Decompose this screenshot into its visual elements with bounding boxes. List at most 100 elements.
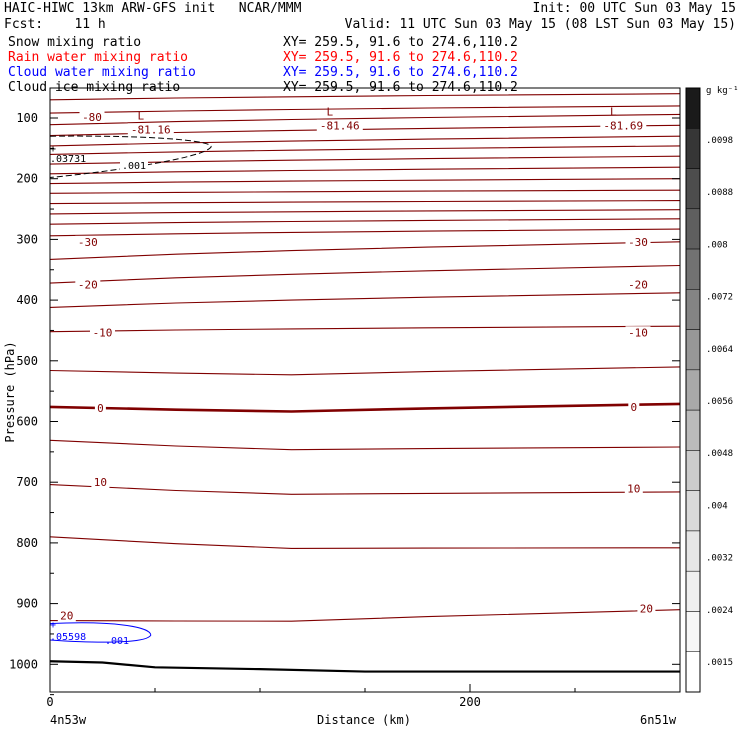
cloud-contours: .001.03731+.001.05598+ [49, 135, 212, 647]
minimum-marker: L [610, 106, 617, 119]
field-rain-name: Rain water mixing ratio [8, 50, 189, 65]
cloud-ice-contour [49, 135, 212, 178]
minimum-marker: L [326, 106, 333, 119]
header-init-time: Init: 00 UTC Sun 03 May 15 [532, 1, 737, 16]
terrain-line [49, 660, 680, 673]
isotherm-line [49, 145, 681, 155]
isotherm-label: -30 [78, 236, 98, 249]
isotherm-label: -10 [93, 326, 113, 339]
isotherm-label-bg [57, 609, 76, 622]
isotherm-line [49, 93, 681, 101]
cloud-ice-extreme-label: .03731 [50, 154, 86, 165]
header-forecast-hour: Fcst: 11 h [4, 17, 106, 32]
y-tick-label: 900 [16, 597, 38, 611]
isotherm-line [49, 135, 681, 147]
isotherm-label: 10 [627, 482, 640, 495]
y-axis-title: Pressure (hPa) [3, 341, 17, 442]
colorbar-frame [685, 87, 701, 693]
isotherm-line [49, 325, 681, 333]
isotherm-line [49, 366, 681, 376]
isotherm-label: 10 [94, 476, 107, 489]
isotherm-label: 20 [60, 610, 73, 623]
x-endpoint-left: 4n53w [50, 713, 87, 727]
isotherm-group [49, 93, 681, 622]
cloud-ice-extreme-marker: + [50, 144, 56, 155]
isotherm-line [49, 484, 681, 495]
colorbar-swatch [685, 168, 701, 210]
x-endpoint-right: 6n51w [640, 713, 677, 727]
colorbar: .0098 .0088 .008 .0072 .0064 .0056 .0048 .004 .0… [685, 87, 733, 693]
isotherm-label-bg [637, 602, 656, 615]
isotherm-label-bg [75, 278, 101, 291]
isotherm-label: 20 [640, 602, 653, 615]
isotherm-label-bg [625, 278, 651, 291]
y-tick-label: 200 [16, 172, 38, 186]
isotherm-label-bg [75, 235, 101, 248]
cloud-water-contour [49, 622, 152, 643]
header-title: HAIC-HIWC 13km ARW-GFS init NCAR/MMM [4, 1, 302, 16]
colorbar-swatch [685, 87, 701, 129]
colorbar-swatch [685, 490, 701, 532]
colorbar-swatch [685, 329, 701, 371]
colorbar-label: .0032 [706, 554, 733, 564]
y-tick-label: 600 [16, 415, 38, 429]
colorbar-swatch [685, 611, 701, 652]
colorbar-swatch [685, 570, 701, 612]
isotherm-line [49, 200, 681, 205]
minimum-marker: L [137, 109, 144, 122]
colorbar-swatch [685, 450, 701, 491]
field-rain-xy: XY= 259.5, 91.6 to 274.6,110.2 [283, 50, 518, 65]
header-valid-time: Valid: 11 UTC Sun 03 May 15 (08 LST Sun … [344, 17, 736, 32]
isotherm-label-bg [90, 326, 115, 339]
x-tick-label: 200 [459, 695, 481, 709]
colorbar-swatch [685, 651, 701, 693]
chart-labels: -80-30 -30-20 -20-10 -100 010 102020L-81.16L-… [57, 106, 656, 623]
y-tick-label: 400 [16, 293, 38, 307]
isotherm-line [49, 166, 681, 175]
cloud-ice-label: .001 [122, 161, 146, 172]
isotherm-label: -20 [628, 278, 648, 291]
isotherm-label-bg [79, 110, 105, 123]
isotherm-line [49, 609, 681, 622]
terrain-line-group [49, 660, 680, 673]
cloud-water-extreme-label: .05598 [50, 632, 86, 643]
y-tick-label: 800 [16, 536, 38, 550]
isotherm-line [49, 439, 681, 451]
colorbar-label: .008 [706, 240, 728, 250]
minimum-value-bg [600, 119, 647, 132]
isotherm-label-bg [628, 400, 640, 413]
colorbar-label: .0088 [706, 188, 733, 198]
colorbar-swatch [685, 530, 701, 572]
colorbar-label: .0072 [706, 293, 733, 303]
field-cloudwater-xy: XY= 259.5, 91.6 to 274.6,110.2 [283, 65, 518, 80]
colorbar-label: .0048 [706, 449, 733, 459]
isotherm-label: 0 [630, 401, 637, 414]
colorbar-label: .0064 [706, 345, 733, 355]
cloud-water-label: .001 [105, 636, 129, 647]
isotherm-line [49, 536, 681, 549]
y-tick-label: 100 [16, 111, 38, 125]
y-tick-label: 700 [16, 475, 38, 489]
isotherm-line [49, 209, 681, 215]
colorbar-label: .0098 [706, 136, 733, 146]
isotherm-label: -20 [78, 278, 98, 291]
y-tick-label: 300 [16, 232, 38, 246]
colorbar-label: .0024 [706, 606, 733, 616]
isotherm-line [49, 264, 681, 284]
colorbar-swatch [685, 369, 701, 411]
cloud-ice-label-bg [120, 158, 148, 170]
colorbar-swatch [685, 409, 701, 451]
minimum-value: -81.16 [131, 123, 171, 136]
cloud-water-extreme-marker: + [50, 620, 56, 631]
isotherm-line [49, 241, 681, 260]
colorbar-label: .0015 [706, 658, 733, 668]
isotherm-label: 0 [97, 402, 104, 415]
isotherm-line [49, 218, 681, 225]
y-tick-label: 1000 [9, 657, 38, 671]
isotherm-label-bg [624, 482, 643, 495]
isotherm-label-bg [625, 235, 651, 248]
colorbar-label: .004 [706, 501, 728, 511]
minimum-value: -81.69 [603, 120, 643, 133]
